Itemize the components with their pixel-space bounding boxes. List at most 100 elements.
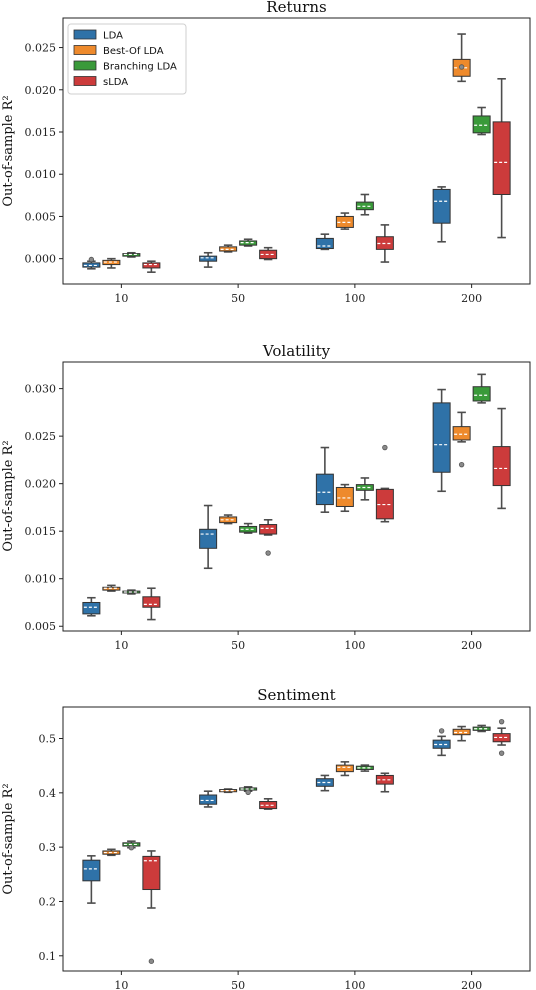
box-slda-50: [259, 518, 278, 556]
y-tick-label: 0.020: [25, 478, 57, 491]
box-lda-50: [199, 790, 218, 808]
box-iqr: [82, 859, 101, 882]
box-slda-100: [375, 224, 394, 263]
box-iqr: [199, 794, 218, 805]
box-best-of-lda-200: [452, 33, 471, 83]
legend-label: LDA: [103, 31, 123, 42]
flier-point: [458, 461, 465, 468]
box-lda-50: [199, 504, 218, 570]
legend-swatch: [73, 60, 97, 71]
box-iqr: [335, 764, 354, 773]
panel-title: Sentiment: [257, 686, 335, 704]
box-branching-lda-50: [239, 238, 258, 247]
y-tick-label: 0.005: [25, 210, 57, 223]
legend-swatch: [73, 45, 97, 55]
box-iqr: [335, 486, 354, 507]
y-tick-label: 0.015: [25, 525, 57, 538]
box-branching-lda-200: [472, 373, 491, 404]
y-tick-label: 0.005: [25, 620, 57, 633]
axes-frame: [62, 17, 531, 285]
box-branching-lda-10: [122, 589, 141, 595]
box-best-of-lda-100: [335, 483, 354, 513]
box-iqr: [199, 528, 218, 549]
x-tick-label: 10: [114, 639, 128, 652]
x-tick-label: 100: [344, 292, 365, 305]
x-tick-label: 50: [231, 979, 245, 990]
box-branching-lda-100: [355, 764, 374, 772]
box-lda-200: [432, 186, 451, 243]
box-branching-lda-100: [355, 193, 374, 216]
box-lda-100: [315, 233, 334, 251]
y-tick-label: 0.020: [25, 84, 57, 97]
box-lda-200: [432, 388, 451, 493]
box-best-of-lda-200: [452, 411, 471, 468]
y-tick-label: 0.015: [25, 126, 57, 139]
box-slda-10: [142, 260, 161, 273]
box-iqr: [142, 855, 161, 891]
box-best-of-lda-10: [102, 257, 121, 269]
box-best-of-lda-50: [219, 244, 238, 253]
legend-item-branching-lda: Branching LDA: [73, 60, 177, 73]
box-iqr: [259, 524, 278, 535]
box-iqr: [82, 601, 101, 615]
box-best-of-lda-50: [219, 514, 238, 525]
flier-point: [458, 64, 465, 70]
box-slda-200: [492, 407, 511, 510]
y-tick-label: 0.3: [39, 841, 57, 854]
panel-sentiment: Sentiment Out-of-sample R² 0.1 0.2 0.3 0.4 0.5…: [1, 686, 531, 990]
box-best-of-lda-100: [335, 212, 354, 230]
box-slda-200: [492, 718, 511, 756]
box-best-of-lda-50: [219, 788, 238, 794]
box-best-of-lda-10: [102, 848, 121, 857]
flier-point: [498, 750, 505, 756]
y-tick-label: 0.5: [39, 733, 57, 746]
legend-frame: [67, 23, 187, 95]
box-iqr: [472, 115, 491, 134]
x-tick-label: 100: [344, 639, 365, 652]
box-iqr: [452, 426, 471, 441]
box-best-of-lda-200: [452, 725, 471, 742]
y-tick-label: 0.025: [25, 42, 57, 55]
box-slda-50: [259, 246, 278, 261]
y-tick-label: 0.2: [39, 895, 57, 908]
box-branching-lda-200: [472, 106, 491, 136]
box-iqr: [142, 596, 161, 608]
box-branching-lda-100: [355, 477, 374, 501]
x-tick-label: 100: [344, 979, 365, 990]
box-lda-200: [432, 728, 451, 757]
box-branching-lda-50: [239, 786, 258, 795]
box-iqr: [315, 473, 334, 506]
x-tick-label: 200: [461, 292, 482, 305]
x-tick-label: 200: [461, 639, 482, 652]
box-branching-lda-200: [472, 724, 491, 733]
flier-point: [498, 718, 505, 725]
box-slda-100: [375, 772, 394, 793]
flier-point: [128, 844, 135, 851]
box-iqr: [492, 121, 511, 195]
box-branching-lda-10: [122, 251, 141, 258]
box-best-of-lda-100: [335, 761, 354, 777]
box-lda-100: [315, 446, 334, 513]
box-iqr: [432, 402, 451, 473]
box-branching-lda-50: [239, 522, 258, 534]
x-tick-label: 10: [114, 979, 128, 990]
box-slda-200: [492, 78, 511, 239]
box-lda-50: [199, 251, 218, 268]
x-tick-label: 50: [231, 639, 245, 652]
y-axis-label: Out-of-sample R²: [1, 783, 16, 894]
box-slda-50: [259, 798, 278, 810]
box-best-of-lda-10: [102, 584, 121, 592]
y-axis-label: Out-of-sample R²: [1, 95, 16, 206]
y-tick-label: 0.010: [25, 168, 57, 181]
x-tick-label: 50: [231, 292, 245, 305]
box-branching-lda-10: [122, 840, 141, 851]
box-iqr: [432, 188, 451, 224]
box-lda-10: [82, 256, 101, 270]
box-iqr: [142, 262, 161, 269]
axes-frame: [62, 361, 531, 632]
y-axis-label: Out-of-sample R²: [1, 440, 16, 551]
y-tick-label: 0.030: [25, 383, 57, 396]
flier-point: [438, 728, 445, 734]
legend-label: sLDA: [103, 77, 128, 88]
